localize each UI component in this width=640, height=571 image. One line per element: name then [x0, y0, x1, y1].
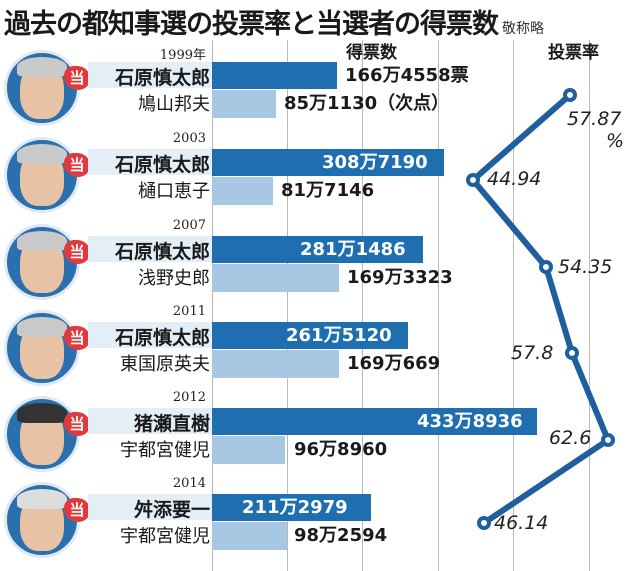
winner-votes: 166万4558票	[345, 65, 469, 86]
gridline	[362, 40, 363, 571]
gridline	[287, 40, 288, 571]
runner-bar	[212, 522, 287, 550]
runner-votes: 169万669	[347, 353, 441, 374]
title-text: 過去の都知事選の投票率と当選者の得票数	[4, 9, 499, 40]
winner-badge: 当	[64, 326, 90, 350]
winner-badge: 当	[64, 66, 90, 90]
runner-bar	[212, 436, 285, 464]
winner-name: 石原慎太郎	[114, 67, 210, 89]
turnout-label-2012: 62.6	[549, 427, 592, 449]
election-row-2012: 当 2012 猪瀬直樹 宇都宮健児 433万8936 96万8960	[0, 390, 640, 476]
election-row-2014: 当 2014 舛添要一 宇都宮健児 211万2979 98万2594	[0, 476, 640, 562]
winner-bar	[212, 149, 444, 176]
candidate-photo	[4, 137, 80, 213]
runner-bar	[212, 177, 273, 205]
candidate-photo	[4, 224, 80, 300]
runner-votes: 98万2594	[294, 525, 388, 546]
year-label: 2014	[172, 476, 206, 491]
winner-votes: 433万8936	[417, 411, 523, 432]
turnout-header: 投票率	[548, 43, 599, 63]
winner-bar	[212, 322, 408, 349]
runner-bar	[212, 264, 339, 292]
winner-votes: 281万1486	[300, 239, 406, 260]
winner-name: 石原慎太郎	[114, 154, 210, 176]
turnout-label-2014: 46.14	[494, 512, 549, 534]
runner-name: 浅野史郎	[138, 268, 210, 289]
candidate-photo	[4, 396, 80, 472]
turnout-unit: %	[606, 130, 625, 152]
winner-bar	[212, 62, 337, 89]
winner-bar	[212, 408, 537, 435]
runner-votes: 96万8960	[294, 439, 388, 460]
runner-votes: 85万1130（次点）	[284, 93, 450, 114]
runner-name: 宇都宮健児	[120, 526, 210, 547]
title-note: 敬称略	[502, 21, 544, 37]
runner-votes: 169万3323	[347, 267, 453, 288]
year-label: 2003	[172, 131, 206, 146]
winner-name: 舛添要一	[133, 499, 210, 521]
winner-badge: 当	[64, 412, 90, 436]
winner-name: 石原慎太郎	[114, 241, 210, 263]
gridline	[438, 40, 439, 571]
winner-votes: 261万5120	[286, 325, 392, 346]
year-label: 1999年	[159, 48, 206, 63]
winner-bar	[212, 236, 423, 263]
election-row-1999: 当 1999年 石原慎太郎 鳩山邦夫 166万4558票 85万1130（次点）	[0, 44, 640, 130]
winner-name: 猪瀬直樹	[133, 413, 210, 435]
winner-bar	[212, 494, 371, 521]
election-row-2011: 当 2011 石原慎太郎 東国原英夫 261万5120 169万669	[0, 304, 640, 390]
runner-name: 東国原英夫	[120, 354, 210, 375]
year-label: 2012	[172, 390, 206, 405]
year-label: 2011	[172, 304, 206, 319]
election-row-2007: 当 2007 石原慎太郎 浅野史郎 281万1486 169万3323	[0, 218, 640, 304]
winner-name: 石原慎太郎	[114, 327, 210, 349]
turnout-label-1999: 57.87	[567, 108, 622, 130]
winner-votes: 211万2979	[242, 497, 348, 518]
votes-header: 得票数	[346, 43, 397, 63]
chart-title: 過去の都知事選の投票率と当選者の得票数 敬称略	[4, 2, 544, 41]
runner-bar	[212, 350, 339, 378]
runner-bar	[212, 90, 276, 118]
winner-badge: 当	[64, 153, 90, 177]
runner-name: 鳩山邦夫	[138, 94, 210, 115]
turnout-label-2003: 44.94	[487, 168, 542, 190]
candidate-photo	[4, 310, 80, 386]
gridline	[513, 40, 514, 571]
gridline	[589, 40, 590, 571]
election-row-2003: 当 2003 石原慎太郎 樋口恵子 308万7190 81万7146	[0, 131, 640, 217]
gridline	[212, 40, 213, 571]
runner-votes: 81万7146	[281, 180, 375, 201]
year-label: 2007	[172, 218, 206, 233]
runner-name: 宇都宮健児	[120, 440, 210, 461]
turnout-label-2011: 57.8	[511, 342, 554, 364]
winner-votes: 308万7190	[322, 152, 428, 173]
runner-name: 樋口恵子	[138, 181, 210, 202]
winner-badge: 当	[64, 240, 90, 264]
winner-badge: 当	[64, 498, 90, 522]
turnout-label-2007: 54.35	[558, 256, 613, 278]
